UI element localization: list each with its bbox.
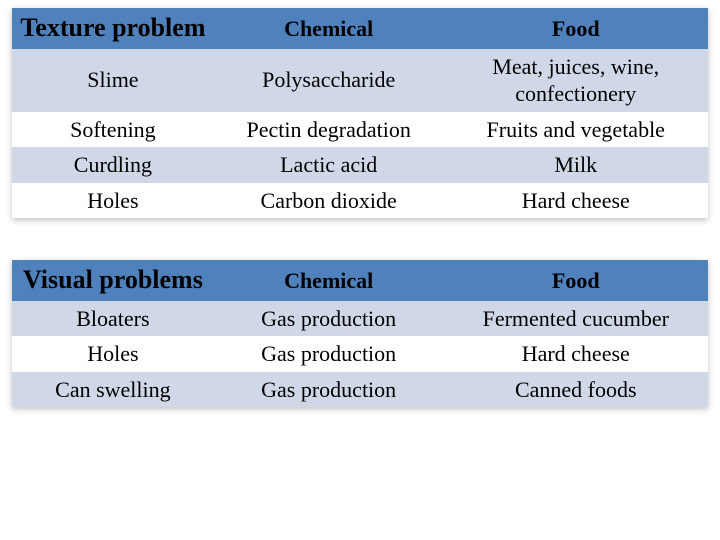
table-header-cell: Texture problem	[12, 8, 214, 49]
table-cell: Fermented cucumber	[444, 301, 709, 337]
table-cell: Holes	[12, 183, 214, 219]
table-cell: Carbon dioxide	[214, 183, 444, 219]
table-cell: Gas production	[214, 336, 444, 372]
table-cell: Holes	[12, 336, 214, 372]
table-header-cell: Chemical	[214, 260, 444, 301]
table-cell: Gas production	[214, 301, 444, 337]
table-cell: Pectin degradation	[214, 112, 444, 148]
table-header-cell: Food	[444, 8, 709, 49]
table-cell: Gas production	[214, 372, 444, 408]
table-header-cell: Chemical	[214, 8, 444, 49]
table-cell: Can swelling	[12, 372, 214, 408]
table-cell: Softening	[12, 112, 214, 148]
table-cell: Lactic acid	[214, 147, 444, 183]
table-cell: Hard cheese	[444, 336, 709, 372]
table-cell: Fruits and vegetable	[444, 112, 709, 148]
texture-problem-table: Texture problem Chemical Food Slime Poly…	[12, 8, 708, 218]
table-cell: Hard cheese	[444, 183, 709, 219]
table-cell: Milk	[444, 147, 709, 183]
table-cell: Bloaters	[12, 301, 214, 337]
table-cell: Curdling	[12, 147, 214, 183]
visual-problems-table: Visual problems Chemical Food Bloaters G…	[12, 260, 708, 407]
table-header-cell: Visual problems	[12, 260, 214, 301]
table-cell: Polysaccharide	[214, 49, 444, 112]
table-cell: Meat, juices, wine, confectionery	[444, 49, 709, 112]
table-header-cell: Food	[444, 260, 709, 301]
table-cell: Canned foods	[444, 372, 709, 408]
table-cell: Slime	[12, 49, 214, 112]
